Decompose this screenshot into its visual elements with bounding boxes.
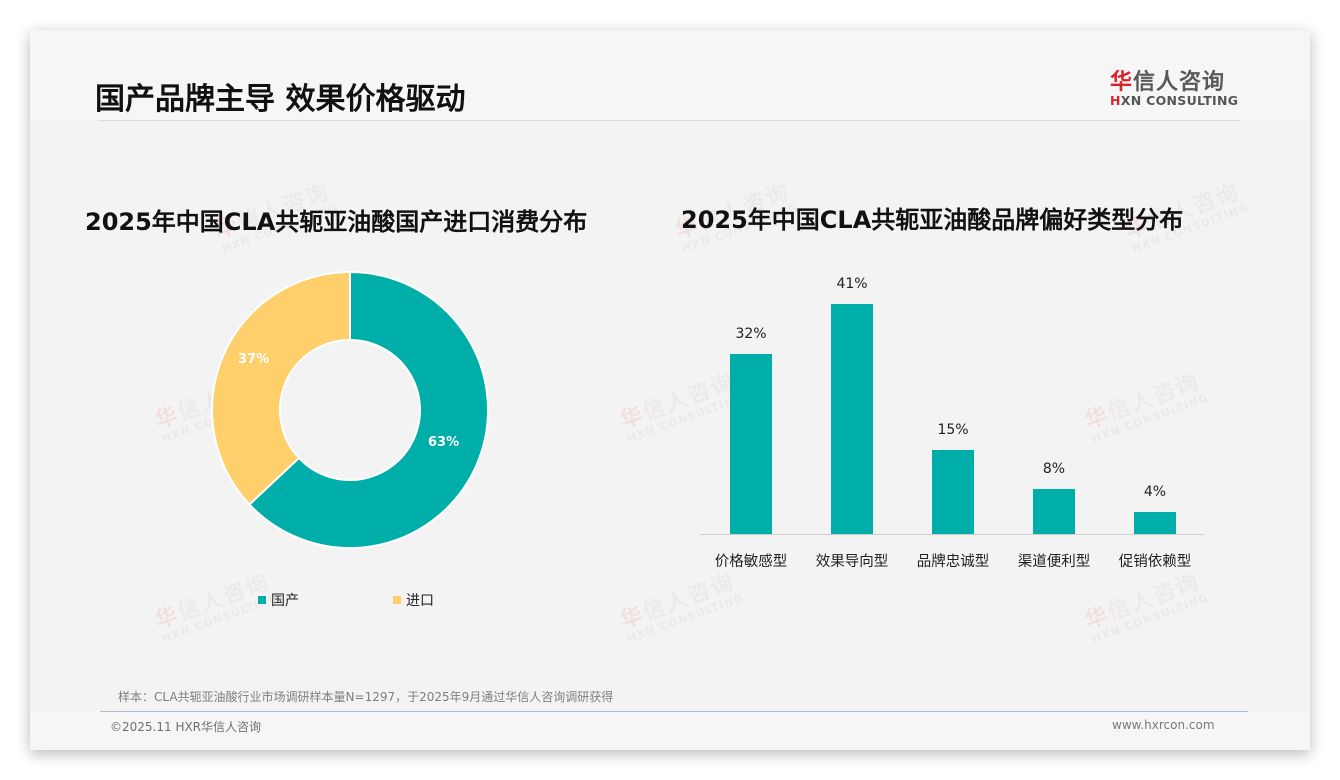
bar-value-label: 4% (1143, 484, 1167, 500)
bar-value-label: 32% (735, 326, 767, 342)
bar-chart: 32% 价格敏感型 41% 效果导向型 15% 品牌忠诚型 8% 渠道便利型 4% 促销依赖型 (700, 270, 1210, 590)
donut-chart: 63% 37% (202, 262, 498, 558)
copyright-text: ©2025.11 HXR华信人咨询 (110, 720, 262, 734)
header-band (30, 30, 1310, 120)
donut-slice-1 (211, 270, 351, 506)
logo-en-text: HXN CONSULTING (1110, 93, 1238, 108)
bar-4 (1134, 512, 1176, 534)
bar-value-label: 41% (836, 276, 868, 292)
x-axis-line (700, 534, 1205, 535)
donut-slice-0 (247, 270, 489, 549)
donut-label-import: 37% (238, 352, 270, 367)
footer-divider (100, 711, 1248, 712)
bar-0 (730, 354, 772, 534)
donut-label-domestic: 63% (428, 435, 460, 450)
slide: 国产品牌主导 效果价格驱动 华信人咨询 HXN CONSULTING 华信人咨询… (30, 30, 1310, 750)
legend-item-domestic: 国产 (258, 590, 299, 610)
bar-category-label: 渠道便利型 (1017, 554, 1091, 570)
bar-category-label: 价格敏感型 (714, 554, 788, 570)
bar-category-label: 品牌忠诚型 (916, 554, 990, 570)
bar-chart-title: 2025年中国CLA共轭亚油酸品牌偏好类型分布 (681, 206, 1184, 234)
sample-footnote: 样本：CLA共轭亚油酸行业市场调研样本量N=1297，于2025年9月通过华信人… (118, 690, 614, 704)
logo-cn-first: 华 (1110, 70, 1134, 95)
legend-swatch-yellow-icon (393, 596, 401, 604)
legend-item-import: 进口 (393, 590, 434, 610)
bar-category-label: 促销依赖型 (1118, 554, 1192, 570)
logo-cn-rest: 信人咨询 (1133, 70, 1226, 95)
page-title: 国产品牌主导 效果价格驱动 (95, 82, 466, 117)
title-divider (98, 120, 1240, 121)
legend-label: 进口 (406, 593, 434, 609)
bar-value-label: 8% (1042, 461, 1066, 477)
website-link[interactable]: www.hxrcon.com (1112, 718, 1215, 732)
legend-swatch-teal-icon (258, 596, 266, 604)
watermark-en: HXN CONSULTING (1090, 591, 1211, 646)
logo-cn-text: 华信人咨询 (1110, 64, 1225, 96)
donut-legend: 国产 进口 (255, 590, 555, 610)
legend-label: 国产 (271, 593, 299, 609)
logo-en-first: H (1110, 93, 1121, 108)
logo-en-rest: XN CONSULTING (1120, 93, 1239, 108)
bar-2 (932, 450, 974, 534)
donut-chart-title: 2025年中国CLA共轭亚油酸国产进口消费分布 (85, 208, 588, 236)
bar-value-label: 15% (937, 422, 969, 438)
bar-category-label: 效果导向型 (815, 554, 889, 570)
bar-1 (831, 304, 873, 534)
brand-logo: 华信人咨询 HXN CONSULTING (1110, 64, 1240, 114)
watermark-en: HXN CONSULTING (625, 591, 746, 646)
footer-band (30, 712, 1310, 750)
bar-3 (1033, 489, 1075, 534)
donut-svg (211, 270, 489, 549)
